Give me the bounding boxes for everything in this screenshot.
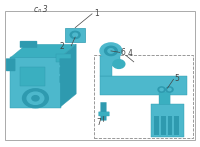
FancyBboxPatch shape xyxy=(151,104,184,137)
FancyBboxPatch shape xyxy=(10,57,61,108)
Text: cₙ 3: cₙ 3 xyxy=(34,5,47,14)
FancyBboxPatch shape xyxy=(65,28,85,42)
Circle shape xyxy=(108,49,114,53)
Circle shape xyxy=(27,92,44,104)
FancyBboxPatch shape xyxy=(101,102,106,120)
FancyBboxPatch shape xyxy=(60,76,73,83)
Text: 4: 4 xyxy=(128,49,133,58)
Circle shape xyxy=(70,31,80,39)
Circle shape xyxy=(113,60,125,68)
FancyBboxPatch shape xyxy=(20,67,45,86)
FancyBboxPatch shape xyxy=(6,59,15,71)
Text: 2: 2 xyxy=(60,42,64,51)
Bar xyxy=(161,116,166,135)
Bar xyxy=(174,116,179,135)
FancyBboxPatch shape xyxy=(60,59,73,65)
Circle shape xyxy=(32,96,39,101)
Text: 7: 7 xyxy=(96,118,101,127)
FancyBboxPatch shape xyxy=(159,92,170,105)
FancyBboxPatch shape xyxy=(20,41,37,48)
Circle shape xyxy=(100,43,122,59)
Bar xyxy=(5,11,195,141)
Bar xyxy=(168,116,172,135)
Circle shape xyxy=(73,33,78,37)
Polygon shape xyxy=(60,44,76,107)
Bar xyxy=(154,116,159,135)
FancyBboxPatch shape xyxy=(56,54,71,62)
Text: 1: 1 xyxy=(94,9,99,18)
Polygon shape xyxy=(100,56,120,76)
Circle shape xyxy=(166,87,173,92)
Circle shape xyxy=(160,88,163,91)
Circle shape xyxy=(158,87,165,92)
Bar xyxy=(94,55,193,138)
Circle shape xyxy=(105,46,117,56)
Polygon shape xyxy=(100,76,187,95)
Polygon shape xyxy=(11,44,76,57)
Text: 6: 6 xyxy=(121,48,126,57)
Circle shape xyxy=(23,89,48,108)
FancyBboxPatch shape xyxy=(60,67,73,74)
FancyBboxPatch shape xyxy=(99,112,109,116)
Text: 5: 5 xyxy=(174,74,179,83)
Circle shape xyxy=(168,88,171,91)
